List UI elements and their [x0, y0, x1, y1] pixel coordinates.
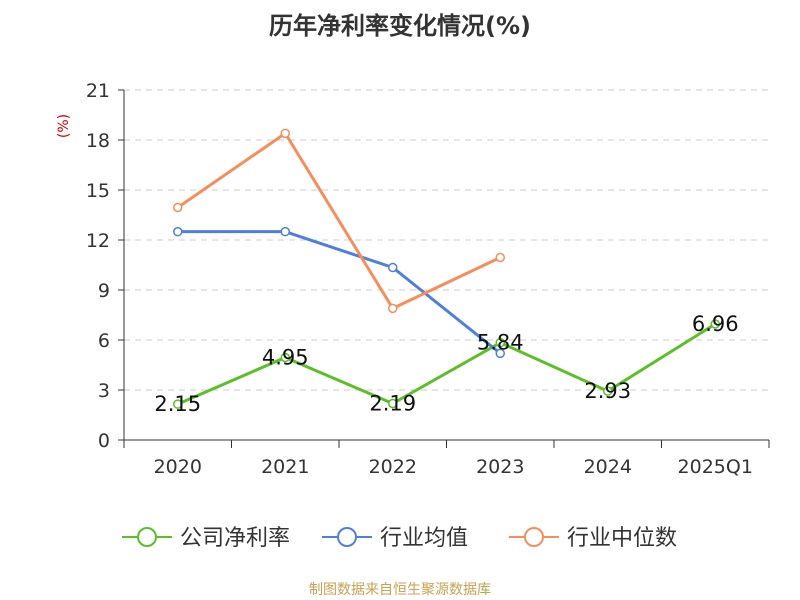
legend-item[interactable]: 公司净利率	[122, 526, 290, 551]
legend[interactable]: 公司净利率 行业均值 行业中位数	[122, 526, 677, 551]
data-point	[388, 303, 398, 314]
data-point	[495, 348, 505, 359]
legend-item[interactable]: 行业中位数	[509, 526, 677, 551]
data-point	[173, 226, 183, 237]
grid-lines	[124, 89, 769, 391]
legend-label: 行业均值	[380, 526, 468, 551]
data-point	[173, 202, 183, 213]
legend-label: 公司净利率	[180, 526, 290, 551]
x-tick-label: 2020	[154, 456, 202, 478]
data-point	[495, 337, 505, 348]
data-point	[173, 399, 183, 409]
data-label: 5.84	[477, 331, 524, 355]
source-note: 制图数据来自恒生聚源数据库	[309, 582, 491, 598]
data-point	[495, 252, 505, 263]
series-line	[177, 322, 717, 406]
data-point	[388, 398, 398, 409]
axes: 0 3 6 9 12 15 18 21 2020 2021 2022 2023 2024 2025Q1	[86, 80, 770, 478]
x-tick-label: 2021	[261, 456, 309, 478]
data-point	[603, 386, 613, 396]
y-axis-label: (%)	[56, 114, 72, 138]
data-label: 2.93	[584, 379, 631, 403]
data-labels: 2.15 4.95 2.19 5.84 2.93 6.96	[154, 312, 738, 416]
x-tick-label: 2025Q1	[678, 456, 753, 478]
data-point	[280, 352, 290, 363]
chart-title: 历年净利率变化情况(%)	[269, 12, 531, 40]
y-tick-label: 12	[86, 230, 110, 252]
data-point	[710, 319, 720, 329]
series-line	[176, 131, 501, 310]
data-point	[280, 128, 290, 139]
y-tick-label: 3	[98, 380, 110, 402]
legend-item[interactable]: 行业均值	[322, 526, 468, 551]
data-label: 2.15	[154, 392, 201, 416]
data-point	[280, 226, 290, 237]
y-tick-label: 21	[86, 80, 110, 102]
y-tick-label: 9	[98, 280, 110, 302]
x-tick-label: 2024	[584, 456, 632, 478]
legend-circle-icon	[524, 527, 544, 547]
data-label: 2.19	[369, 392, 416, 416]
y-tick-label: 0	[98, 430, 110, 452]
data-label: 4.95	[262, 346, 309, 370]
x-tick-label: 2022	[369, 456, 417, 478]
legend-label: 行业中位数	[567, 526, 677, 551]
y-tick-label: 18	[86, 130, 110, 152]
data-label: 6.96	[692, 312, 739, 336]
data-point	[388, 262, 398, 273]
y-tick-label: 6	[98, 330, 110, 352]
y-tick-label: 15	[86, 180, 110, 202]
legend-circle-icon	[337, 527, 357, 547]
x-tick-label: 2023	[476, 456, 524, 478]
series-line	[177, 230, 502, 355]
legend-circle-icon	[137, 527, 157, 547]
series-lines	[173, 128, 720, 409]
